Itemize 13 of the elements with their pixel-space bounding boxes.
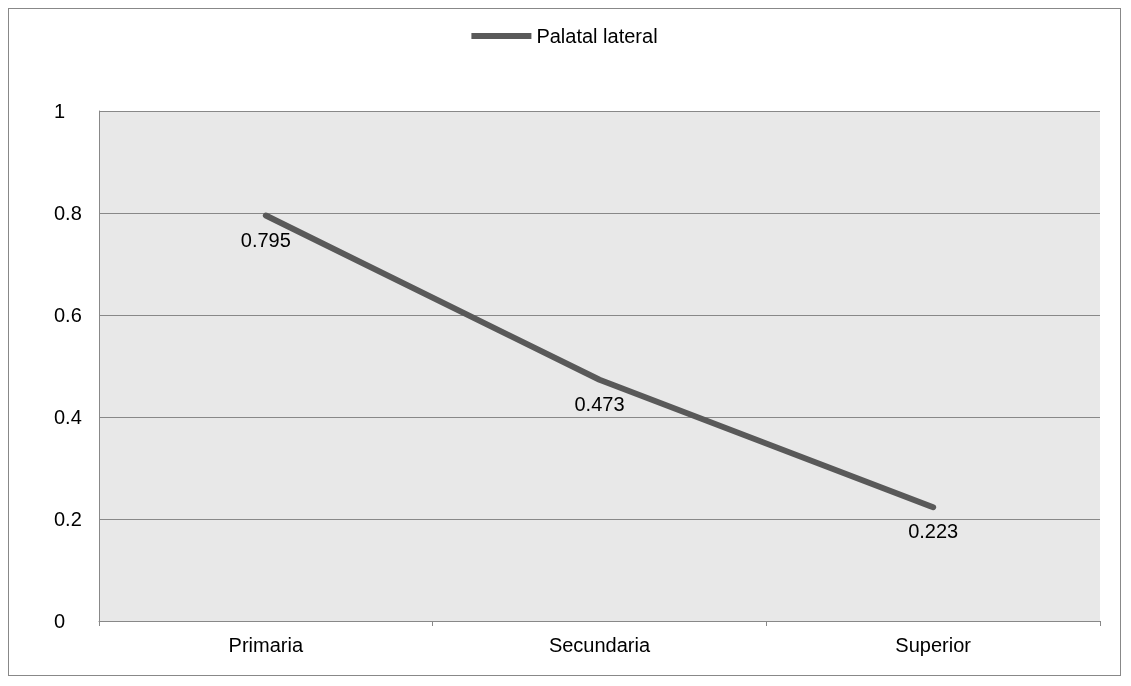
legend-label: Palatal lateral bbox=[536, 25, 658, 47]
y-tick-label: 1 bbox=[54, 100, 66, 122]
y-tick-label: 0 bbox=[54, 610, 66, 632]
data-label: 0.223 bbox=[908, 520, 959, 543]
y-tick-label: 0.2 bbox=[54, 508, 82, 530]
data-label: 0.795 bbox=[240, 228, 291, 251]
data-label: 0.473 bbox=[574, 392, 625, 415]
y-tick-label: 0.4 bbox=[54, 406, 82, 428]
x-tick-label: Superior bbox=[895, 634, 972, 656]
y-tick-label: 0.8 bbox=[54, 202, 82, 224]
y-tick-label: 0.6 bbox=[54, 304, 82, 326]
x-tick-label: Primaria bbox=[228, 634, 304, 656]
x-tick-label: Secundaria bbox=[548, 634, 651, 656]
